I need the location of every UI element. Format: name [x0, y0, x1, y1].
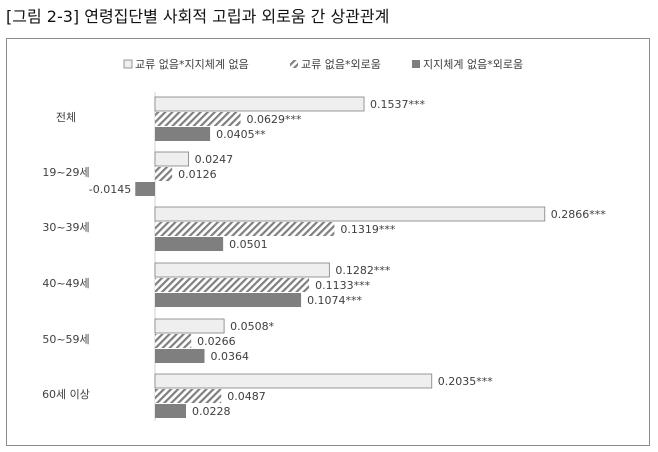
legend-label: 지지체계 없음*외로움: [423, 58, 523, 71]
category-label: 30~39세: [42, 221, 89, 234]
data-label: 0.1282***: [335, 264, 390, 277]
data-label: 0.2866***: [551, 208, 606, 221]
category-label: 전체: [56, 111, 76, 124]
data-label: 0.0405**: [216, 128, 266, 141]
data-label: 0.2035***: [438, 375, 493, 388]
legend-label: 교류 없음*외로움: [301, 58, 381, 71]
chart-frame: [6, 38, 650, 446]
bar: [155, 404, 187, 418]
data-label: 0.0501: [229, 238, 267, 251]
category-label: 50~59세: [42, 333, 89, 346]
bar: [155, 349, 205, 363]
data-label: 0.1537***: [370, 98, 425, 111]
bar: [155, 278, 310, 292]
bar: [135, 182, 155, 196]
bar: [155, 237, 224, 251]
bar: [154, 151, 189, 167]
bar: [155, 112, 241, 126]
data-label: 0.0629***: [247, 113, 302, 126]
bar: [154, 206, 546, 222]
data-label: 0.0228: [192, 405, 231, 418]
bar: [154, 96, 365, 112]
data-label: 0.0487: [227, 390, 266, 403]
data-label: 0.1074***: [307, 294, 362, 307]
bar: [154, 262, 330, 278]
data-label: 0.0247: [195, 153, 234, 166]
figure-caption: [그림 2-3] 연령집단별 사회적 고립과 외로움 간 상관관계: [6, 7, 390, 26]
legend-swatch: [412, 60, 420, 68]
bar: [155, 293, 302, 307]
bar: [155, 222, 335, 236]
legend-label: 교류 없음*지지체계 없음: [135, 58, 249, 71]
data-label: 0.0126: [178, 168, 217, 181]
bar: [155, 127, 211, 141]
data-label: -0.0145: [89, 183, 131, 196]
data-label: 0.1133***: [315, 279, 370, 292]
category-label: 40~49세: [42, 277, 89, 290]
data-label: 0.1319***: [340, 223, 395, 236]
bar: [155, 389, 222, 403]
legend-swatch: [290, 60, 298, 68]
category-label: 60세 이상: [42, 388, 90, 401]
bar: [155, 334, 192, 348]
legend-swatch: [123, 59, 133, 69]
data-label: 0.0364: [211, 350, 250, 363]
bar: [154, 318, 225, 334]
data-label: 0.0508*: [230, 320, 274, 333]
bar: [154, 373, 433, 389]
data-label: 0.0266: [197, 335, 236, 348]
bar: [155, 167, 173, 181]
category-label: 19~29세: [42, 166, 89, 179]
